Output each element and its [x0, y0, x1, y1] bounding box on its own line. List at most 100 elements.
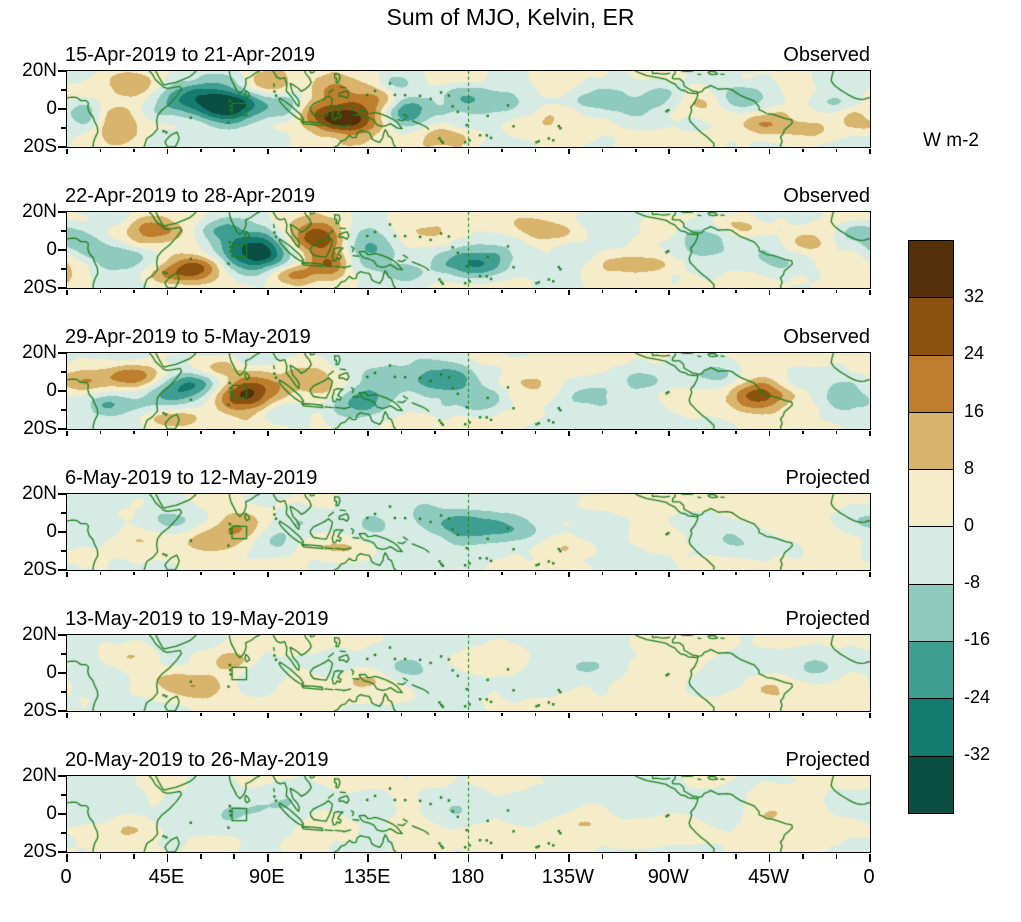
axis-tick — [400, 712, 403, 716]
axis-tick — [58, 146, 66, 148]
axis-tick — [166, 148, 169, 154]
axis-tick — [233, 571, 236, 575]
lat-tick-label: 20S — [23, 418, 57, 439]
colorbar-cell — [909, 241, 953, 299]
colorbar-cell — [909, 298, 953, 356]
axis-tick — [568, 430, 570, 436]
colorbar-tick-label: -24 — [964, 686, 991, 707]
lat-tick-label: 20S — [23, 136, 57, 157]
axis-tick — [434, 712, 436, 716]
axis-tick — [166, 571, 169, 577]
axis-tick — [668, 148, 671, 154]
lat-tick-label: 20S — [23, 841, 57, 862]
lat-tick-label: 20N — [22, 765, 57, 786]
axis-tick — [66, 853, 68, 862]
anomaly-map-canvas — [67, 71, 870, 147]
axis-tick — [501, 289, 503, 293]
anomaly-map-canvas — [67, 353, 870, 429]
axis-tick — [467, 853, 470, 862]
axis-tick — [601, 430, 604, 434]
axis-tick — [768, 430, 771, 436]
axis-tick — [58, 710, 66, 712]
axis-tick — [534, 289, 537, 293]
axis-tick — [568, 712, 570, 718]
axis-tick — [58, 108, 66, 110]
axis-tick — [233, 853, 236, 859]
axis-tick — [266, 148, 269, 154]
axis-tick — [534, 712, 537, 716]
axis-tick — [869, 289, 871, 295]
axis-tick — [99, 148, 102, 152]
lat-tick-label: 0 — [46, 662, 57, 683]
axis-tick — [434, 289, 436, 293]
panel-date-range: 6-May-2019 to 12-May-2019 — [65, 467, 318, 489]
lat-tick-label: 20N — [22, 483, 57, 504]
axis-tick — [701, 571, 704, 575]
axis-tick — [333, 430, 336, 434]
lon-tick-label: 90E — [248, 866, 285, 888]
panel-status-label: Projected — [785, 749, 871, 771]
colorbar-cell — [909, 470, 953, 528]
axis-tick — [634, 712, 637, 716]
axis-tick — [835, 712, 838, 716]
colorbar-tick-label: -8 — [964, 572, 981, 593]
axis-tick — [66, 148, 68, 154]
axis-tick — [61, 550, 66, 552]
axis-tick — [300, 148, 302, 152]
axis-tick — [66, 571, 68, 577]
axis-tick — [869, 430, 871, 436]
axis-tick — [802, 430, 804, 434]
axis-tick — [467, 712, 470, 718]
axis-tick — [534, 853, 537, 859]
axis-tick — [200, 430, 202, 434]
panel-status-label: Projected — [785, 608, 871, 630]
panel-date-range: 22-Apr-2019 to 28-Apr-2019 — [65, 185, 316, 207]
axis-tick — [768, 853, 771, 862]
axis-tick — [58, 211, 66, 213]
colorbar-tick-label: -32 — [964, 743, 991, 764]
axis-tick — [835, 430, 838, 434]
axis-tick — [400, 430, 403, 434]
axis-tick — [735, 712, 737, 716]
axis-tick — [668, 430, 671, 436]
lat-tick-label: 20N — [22, 201, 57, 222]
lat-tick-label: 20S — [23, 700, 57, 721]
axis-tick — [99, 289, 102, 293]
colorbar-cell — [909, 642, 953, 700]
axis-tick — [200, 853, 202, 859]
anomaly-map-canvas — [67, 212, 870, 288]
axis-tick — [266, 430, 269, 436]
axis-tick — [58, 634, 66, 636]
map-panel-3: 29-Apr-2019 to 5-May-2019 Observed 20N 0… — [22, 326, 871, 439]
lon-tick-label: 135E — [343, 866, 391, 888]
axis-tick — [735, 148, 737, 152]
axis-tick — [300, 430, 302, 434]
colorbar-tick-label: 32 — [964, 286, 985, 307]
axis-tick — [333, 712, 336, 716]
axis-tick — [133, 430, 135, 434]
axis-tick — [701, 853, 704, 859]
colorbar-tick-label: 8 — [964, 457, 975, 478]
axis-tick — [568, 148, 570, 154]
axis-tick — [58, 390, 66, 392]
axis-tick — [501, 148, 503, 152]
axis-tick — [367, 712, 369, 718]
axis-tick — [634, 289, 637, 293]
axis-tick — [66, 712, 68, 718]
axis-tick — [333, 289, 336, 293]
anomaly-map-canvas — [67, 635, 870, 711]
lon-tick-label: 0 — [863, 866, 875, 888]
axis-tick — [434, 148, 436, 152]
axis-tick — [58, 531, 66, 533]
axis-tick — [400, 571, 403, 575]
axis-tick — [668, 853, 671, 862]
axis-tick — [266, 571, 269, 577]
axis-tick — [668, 289, 671, 295]
colorbar-tick-label: -16 — [964, 629, 991, 650]
axis-tick — [99, 712, 102, 716]
axis-tick — [233, 430, 236, 434]
axis-tick — [634, 853, 637, 859]
axis-tick — [58, 249, 66, 251]
axis-tick — [61, 832, 66, 834]
axis-tick — [61, 268, 66, 270]
